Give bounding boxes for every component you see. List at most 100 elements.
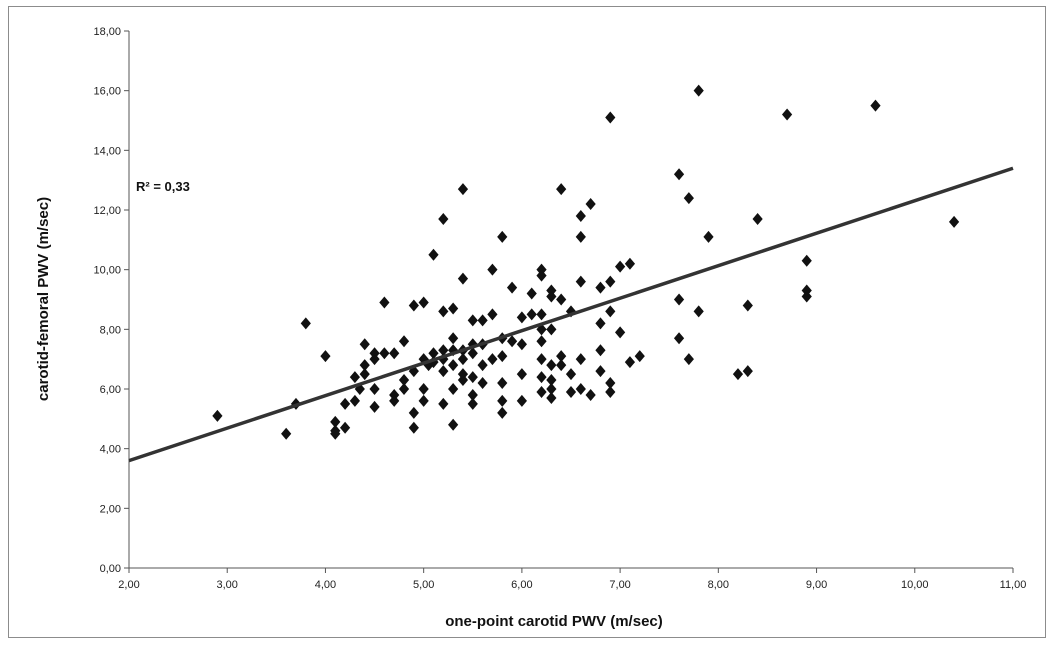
y-tick-label: 4,00: [100, 444, 121, 456]
data-point: [565, 368, 577, 381]
data-point: [448, 383, 459, 395]
data-point: [428, 347, 439, 360]
data-point: [683, 353, 694, 366]
data-point: [615, 260, 626, 273]
data-point: [605, 275, 616, 288]
data-point: [408, 421, 419, 434]
data-point: [300, 317, 311, 330]
data-point: [467, 314, 478, 327]
y-tick-label: 18,00: [93, 26, 121, 38]
y-tick-label: 10,00: [93, 265, 121, 277]
data-point: [359, 368, 370, 381]
data-point: [506, 281, 518, 294]
data-point: [428, 248, 439, 261]
data-point: [575, 209, 586, 222]
data-point: [624, 356, 636, 369]
data-point: [742, 365, 753, 378]
data-point: [605, 305, 616, 318]
data-point: [605, 385, 616, 398]
x-tick-label: 5,00: [413, 579, 434, 591]
data-point: [418, 394, 429, 407]
data-point: [605, 111, 616, 124]
data-point: [546, 374, 557, 387]
data-point: [330, 415, 341, 428]
data-point: [546, 359, 557, 372]
data-point: [536, 385, 547, 398]
data-point: [673, 168, 685, 181]
data-point: [546, 391, 557, 404]
data-point: [781, 108, 793, 121]
data-point: [339, 421, 351, 434]
data-point: [615, 326, 626, 339]
data-point: [457, 368, 469, 381]
x-tick-label: 8,00: [708, 579, 729, 591]
data-point: [703, 230, 714, 243]
data-point: [398, 335, 410, 348]
data-point: [398, 383, 410, 395]
data-points: [212, 84, 960, 440]
y-axis-ticks: 0,00 2,00 4,00 6,00 8,00 10,00 12,00 14,00 16,00…: [93, 26, 129, 575]
data-point: [556, 359, 567, 372]
y-tick-label: 8,00: [100, 324, 121, 336]
data-point: [948, 215, 960, 228]
data-point: [438, 397, 449, 410]
data-point: [556, 350, 567, 363]
x-tick-label: 3,00: [217, 579, 238, 591]
data-point: [870, 99, 881, 112]
data-point: [457, 183, 469, 196]
y-tick-label: 0,00: [100, 563, 121, 575]
data-point: [546, 284, 557, 297]
data-point: [752, 212, 763, 225]
chart-frame: [8, 6, 1046, 638]
data-point: [448, 418, 459, 431]
data-point: [487, 353, 498, 366]
data-point: [369, 383, 380, 395]
data-point: [536, 308, 547, 321]
data-point: [516, 311, 527, 324]
data-point: [398, 374, 410, 387]
data-point: [438, 212, 449, 225]
x-axis-title: one-point carotid PWV (m/sec): [445, 613, 663, 630]
data-point: [418, 383, 429, 395]
data-point: [389, 394, 400, 407]
data-point: [408, 406, 419, 419]
data-point: [467, 388, 478, 401]
data-point: [673, 332, 685, 345]
data-point: [585, 198, 596, 211]
x-tick-label: 7,00: [609, 579, 630, 591]
data-point: [595, 344, 606, 357]
data-point: [556, 293, 567, 306]
data-point: [595, 365, 606, 378]
data-point: [516, 394, 527, 407]
data-point: [801, 284, 812, 297]
trendline: [128, 166, 1014, 463]
data-point: [605, 377, 616, 390]
data-point: [506, 335, 518, 348]
data-point: [349, 394, 361, 407]
data-point: [457, 353, 469, 366]
data-point: [467, 371, 478, 384]
data-point: [448, 302, 459, 315]
data-point: [281, 427, 292, 440]
data-point: [595, 317, 606, 330]
data-point: [546, 323, 557, 336]
data-point: [497, 230, 508, 243]
data-point: [536, 263, 547, 276]
x-tick-label: 2,00: [118, 579, 139, 591]
data-point: [448, 344, 459, 357]
data-point: [320, 350, 331, 363]
data-point: [575, 275, 586, 288]
data-point: [477, 314, 488, 327]
y-tick-label: 12,00: [93, 205, 121, 217]
data-point: [408, 365, 419, 378]
data-point: [497, 350, 508, 363]
data-point: [516, 368, 527, 381]
data-point: [546, 383, 557, 395]
y-tick-label: 6,00: [100, 384, 121, 396]
data-point: [448, 359, 459, 372]
data-point: [339, 397, 351, 410]
data-point: [354, 383, 365, 395]
data-point: [575, 383, 586, 395]
data-point: [801, 254, 812, 267]
